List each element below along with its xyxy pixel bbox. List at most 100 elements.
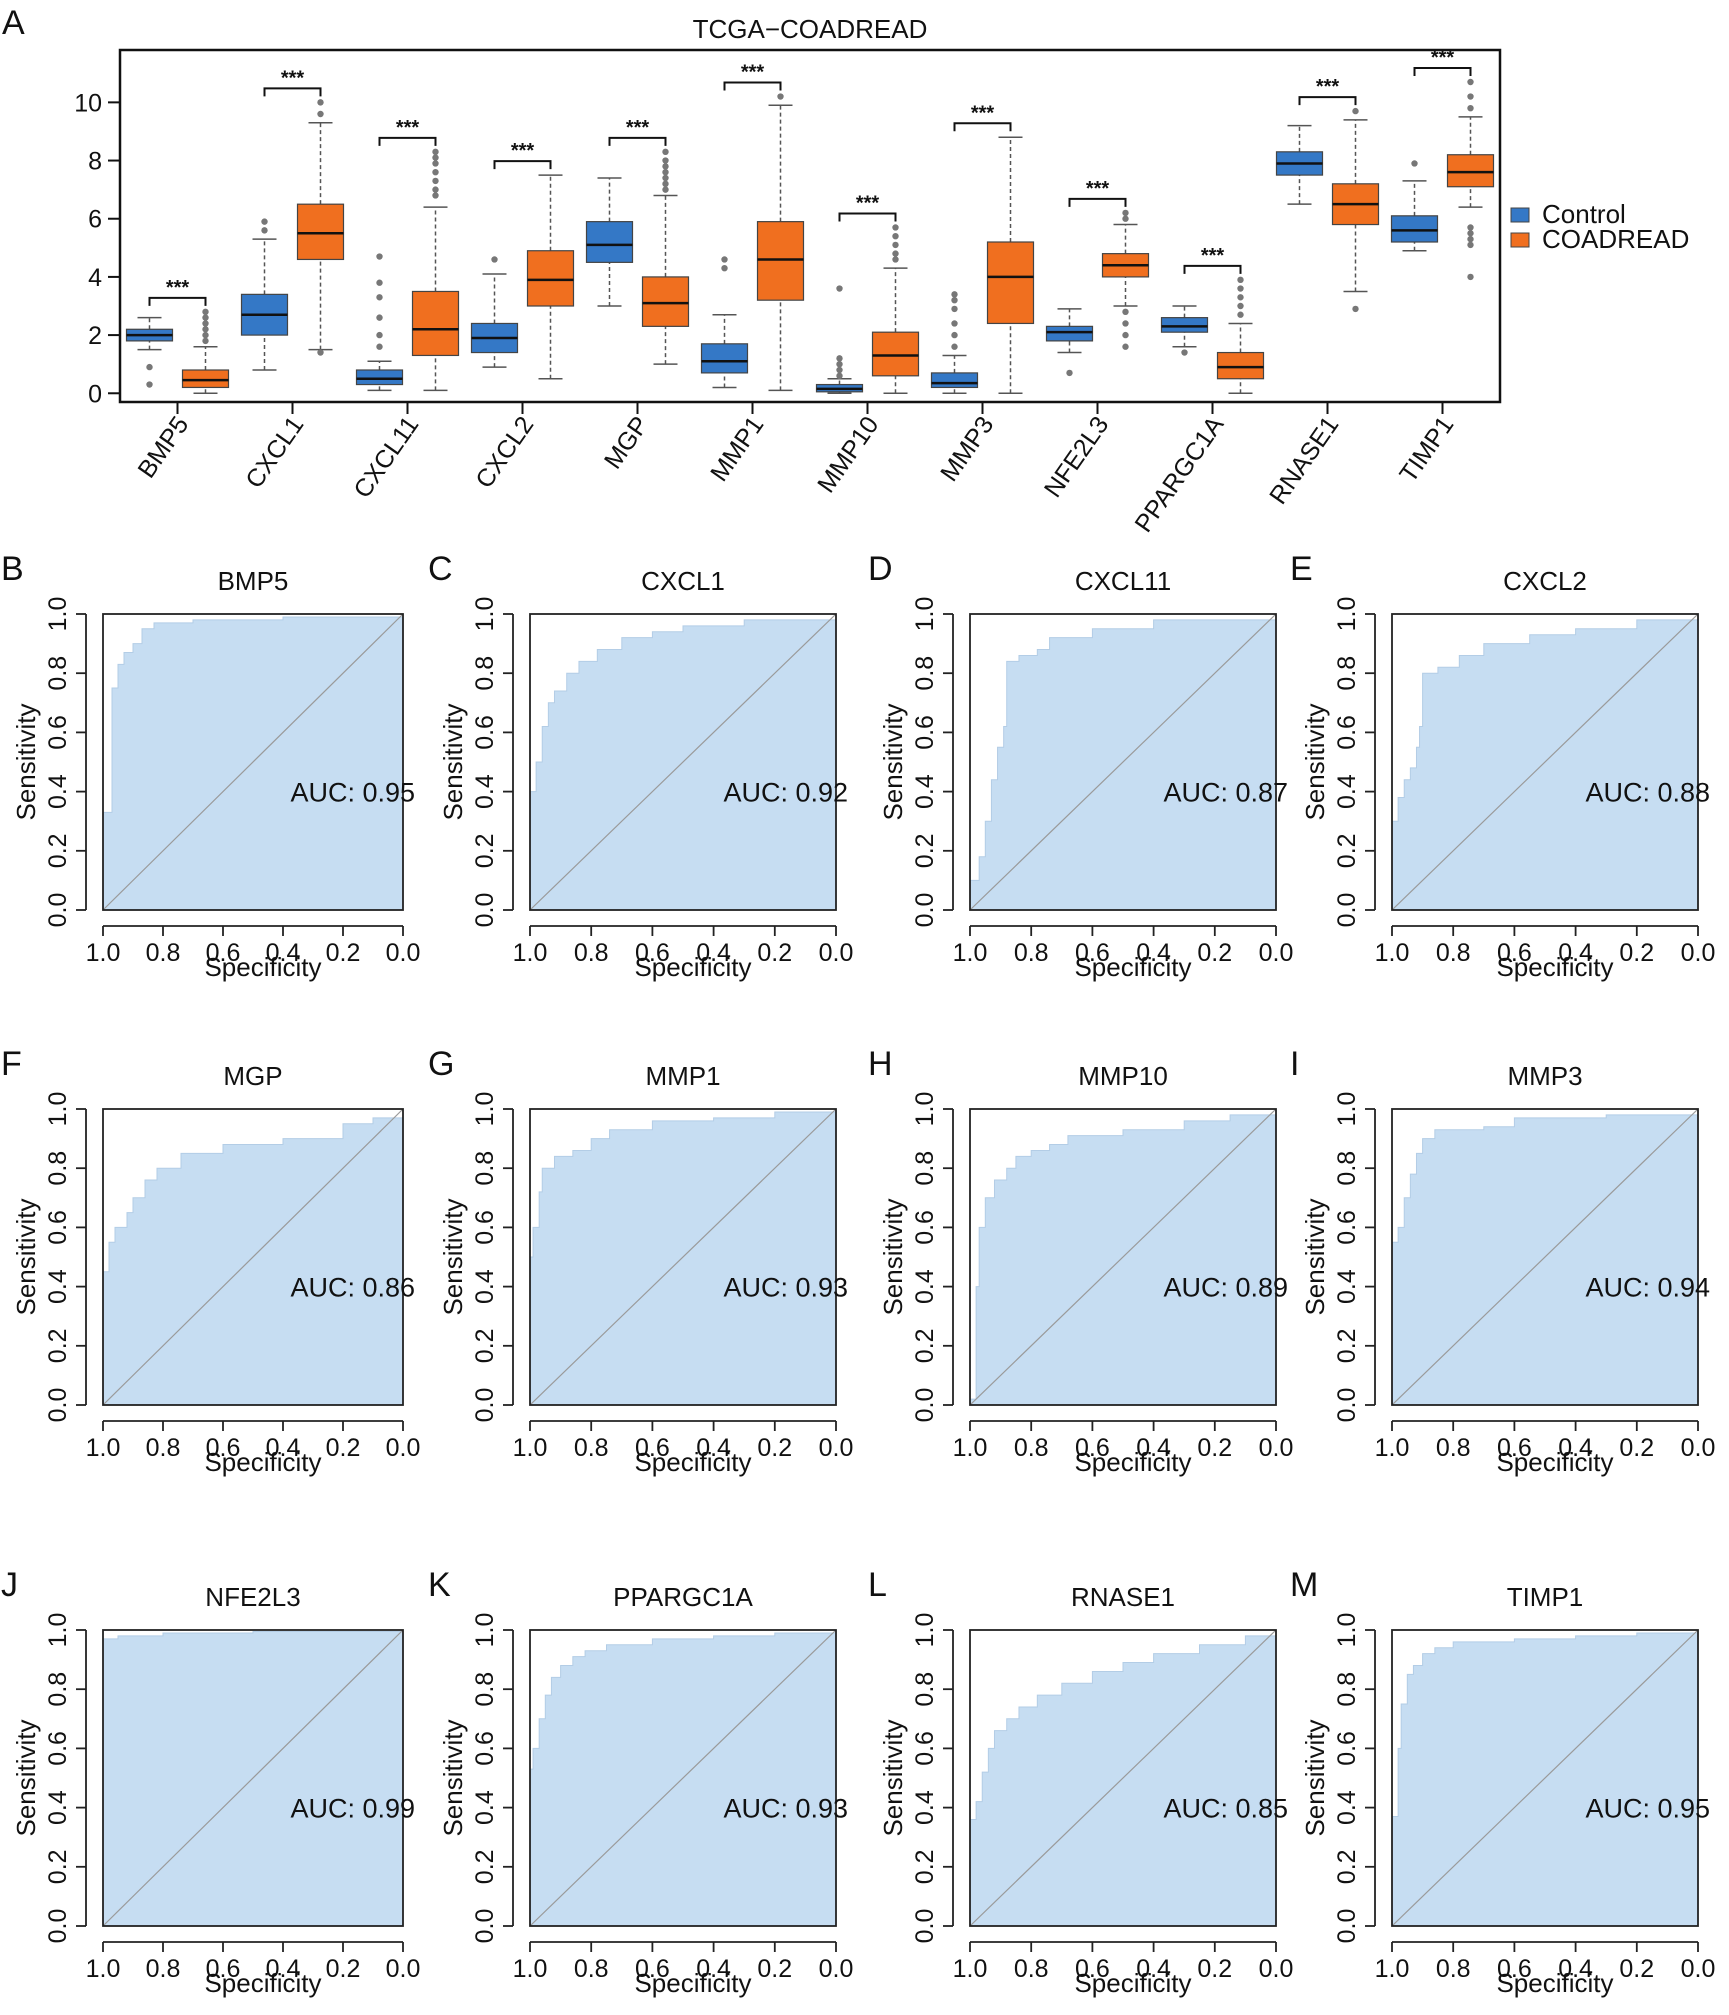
box-TIMP1-Control: [1390, 215, 1439, 243]
box-MMP10-COADREAD: [871, 331, 920, 377]
box-MMP3-Control: [930, 372, 979, 389]
panel-label-B: B: [1, 550, 24, 588]
panel-label-C: C: [428, 550, 453, 588]
x-tick-label-MMP1: MMP1: [705, 411, 769, 486]
x-axis-label: Specificity: [204, 1968, 321, 1998]
y-tick-label: 1.0: [1333, 1092, 1361, 1127]
significance-bracket: [1413, 67, 1472, 76]
panel-label-L: L: [868, 1566, 887, 1604]
x-tick-label: 0.0: [1259, 1955, 1294, 1983]
box-BMP5-COADREAD: [181, 369, 230, 389]
plot-frame-a: [118, 48, 1502, 404]
outlier-point: [892, 241, 899, 249]
outlier-point: [951, 305, 958, 313]
x-tick-label: 1.0: [86, 1434, 121, 1462]
significance-label: ***: [396, 117, 420, 139]
y-tick-label-a-0: 0: [88, 380, 102, 408]
y-tick-label: 0.0: [911, 1388, 939, 1423]
outlier-point: [951, 291, 958, 298]
outlier-point: [1467, 230, 1474, 237]
y-tick-label: 0.0: [911, 1909, 939, 1944]
x-tick-label: 0.6: [1075, 1955, 1110, 1983]
x-tick-label: 0.6: [206, 1434, 241, 1462]
box-CXCL2-COADREAD: [526, 250, 575, 307]
outlier-point: [317, 110, 324, 118]
x-tick-label: 0.0: [386, 1955, 421, 1983]
outlier-point: [317, 99, 324, 106]
significance-label: ***: [1086, 178, 1110, 200]
x-axis-label: Specificity: [1074, 952, 1191, 982]
chance-diagonal: [529, 613, 837, 911]
x-tick-label: 0.8: [574, 939, 609, 967]
x-tick-label: 0.2: [1619, 939, 1654, 967]
y-tick-label: 0.0: [911, 893, 939, 928]
box-MMP1-COADREAD: [756, 221, 805, 301]
x-tick-label: 0.4: [1136, 1434, 1171, 1462]
y-tick-label: 1.0: [1333, 597, 1361, 632]
box-PPARGC1A-COADREAD: [1216, 351, 1265, 380]
roc-panel-RNASE1: L RNASE1 0.0 0.2 0.4 0.6 0.8 1.0 Sensitivity 1.0 0…: [868, 1566, 1293, 1998]
outlier-point: [432, 192, 439, 199]
plot-frame: [102, 1108, 404, 1406]
outlier-point: [1122, 215, 1129, 222]
roc-curve: [529, 1630, 837, 1926]
outlier-point: [432, 148, 439, 156]
y-tick-label: 0.2: [911, 1849, 939, 1884]
significance-bracket: [1068, 197, 1127, 207]
roc-curve: [529, 614, 837, 910]
panel-label-H: H: [868, 1045, 893, 1083]
outlier-point: [202, 337, 209, 345]
x-tick-label: 0.4: [1136, 939, 1171, 967]
y-axis-label: Sensitivity: [878, 703, 908, 820]
x-tick-label: 0.6: [1075, 939, 1110, 967]
outlier-point: [892, 232, 899, 240]
outlier-point: [662, 168, 669, 176]
panel-label-D: D: [868, 550, 893, 588]
outlier-point: [1467, 241, 1474, 249]
auc-label-MMP1: AUC: 0.93: [723, 1273, 848, 1303]
plot-frame: [1391, 1108, 1699, 1406]
plot-frame: [969, 1108, 1277, 1406]
chance-diagonal: [102, 1108, 404, 1406]
chance-diagonal: [529, 1108, 837, 1406]
y-tick-label: 0.0: [1333, 1909, 1361, 1944]
outlier-point: [261, 218, 268, 225]
y-tick-label: 1.0: [471, 1092, 499, 1127]
y-tick-label: 0.8: [911, 1151, 939, 1186]
x-tick-label: 1.0: [513, 1434, 548, 1462]
x-tick-label-MMP10: MMP10: [812, 411, 884, 498]
x-tick-label: 0.4: [1558, 1434, 1593, 1462]
y-tick-label: 0.8: [471, 656, 499, 691]
x-tick-label: 0.0: [1259, 1434, 1294, 1462]
outlier-point: [376, 253, 383, 260]
panel-label-J: J: [1, 1566, 18, 1604]
y-tick-label: 0.8: [911, 656, 939, 691]
outlier-point: [1237, 294, 1244, 301]
box-CXCL11-Control: [355, 369, 404, 386]
outlier-point: [1122, 343, 1129, 350]
roc-panel-BMP5: B BMP5 0.0 0.2 0.4 0.6 0.8 1.0 Sensitivity 1.0 0.8…: [1, 550, 420, 982]
roc-panel-MMP10: H MMP10 0.0 0.2 0.4 0.6 0.8 1.0 Sensitivity 1.0 0.…: [868, 1045, 1293, 1477]
outlier-point: [1237, 285, 1244, 292]
y-tick-label: 1.0: [471, 597, 499, 632]
box-MMP1-Control: [700, 343, 749, 374]
outlier-point: [432, 177, 439, 185]
outlier-point: [836, 285, 843, 292]
outlier-point: [202, 326, 209, 333]
x-tick-label-CXCL1: CXCL1: [240, 411, 309, 493]
outlier-point: [662, 174, 669, 182]
y-axis-label: Sensitivity: [1300, 1719, 1330, 1836]
y-tick-label: 0.0: [44, 1388, 72, 1423]
y-tick-label: 0.8: [44, 656, 72, 691]
significance-bracket: [1298, 96, 1357, 106]
outlier-point: [1352, 305, 1359, 313]
x-tick-label: 0.6: [206, 1955, 241, 1983]
y-tick-label: 0.8: [911, 1672, 939, 1707]
box-CXCL1-COADREAD: [296, 203, 345, 261]
chance-diagonal: [529, 1629, 837, 1927]
x-axis-label: Specificity: [204, 1447, 321, 1477]
x-tick-label: 0.0: [1681, 939, 1716, 967]
y-axis-label: Sensitivity: [1300, 703, 1330, 820]
outlier-point: [1122, 331, 1129, 339]
x-tick-label: 0.4: [1136, 1955, 1171, 1983]
